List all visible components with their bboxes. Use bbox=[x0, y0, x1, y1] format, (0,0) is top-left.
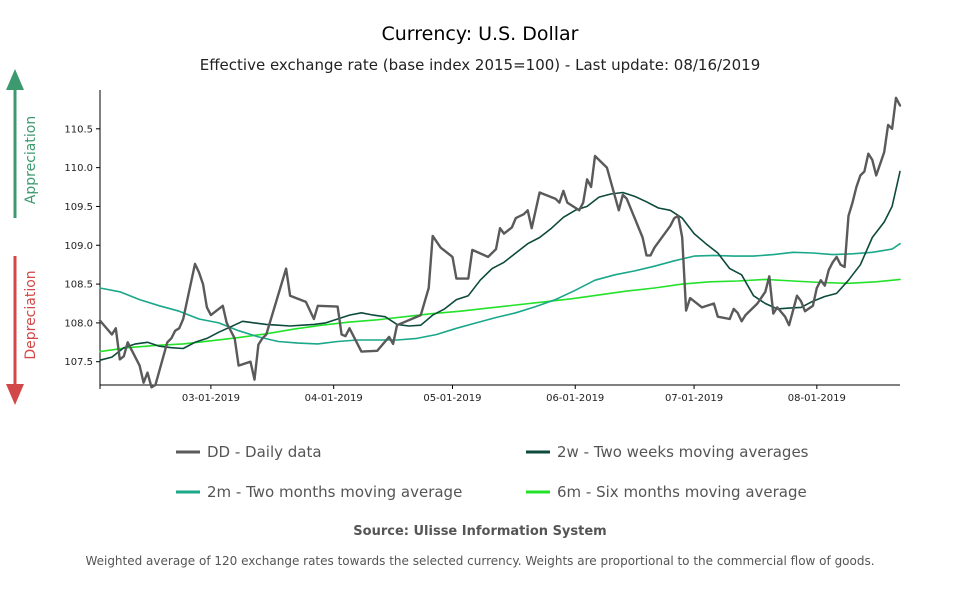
series-line-daily bbox=[98, 96, 902, 389]
legend: DD - Daily data 2w - Two weeks moving av… bbox=[176, 443, 809, 501]
x-tick-label: 07-01-2019 bbox=[665, 393, 723, 404]
depreciation-arrow-head bbox=[6, 384, 24, 405]
series-layer bbox=[98, 96, 902, 389]
y-tick-label: 107.5 bbox=[64, 357, 93, 368]
x-tick-label: 03-01-2019 bbox=[182, 393, 240, 404]
series-line-two-months bbox=[99, 242, 901, 345]
appreciation-label: Appreciation bbox=[23, 116, 39, 204]
legend-label-daily: DD - Daily data bbox=[207, 443, 322, 461]
chart-subtitle: Effective exchange rate (base index 2015… bbox=[200, 56, 761, 74]
appreciation-arrow-head bbox=[6, 69, 24, 90]
legend-label-six-months: 6m - Six months moving average bbox=[557, 483, 807, 501]
y-ticks: 107.5 108.0 108.5 109.0 109.5 110.0 110.5 bbox=[64, 124, 100, 368]
y-tick-label: 110.5 bbox=[64, 124, 93, 135]
x-tick-label: 08-01-2019 bbox=[788, 393, 846, 404]
y-tick-label: 109.0 bbox=[64, 241, 93, 252]
appreciation-arrow bbox=[6, 69, 24, 218]
depreciation-arrow bbox=[6, 256, 24, 405]
x-tick-label: 05-01-2019 bbox=[423, 393, 481, 404]
legend-label-two-months: 2m - Two months moving average bbox=[207, 483, 462, 501]
depreciation-label: Depreciation bbox=[23, 270, 39, 359]
legend-item-two-months[interactable]: 2m - Two months moving average bbox=[176, 483, 462, 501]
y-tick-label: 108.5 bbox=[64, 280, 93, 291]
footnote-text: Weighted average of 120 exchange rates t… bbox=[85, 554, 874, 568]
y-tick-label: 110.0 bbox=[64, 163, 93, 174]
y-tick-label: 108.0 bbox=[64, 318, 93, 329]
series-line-six-months bbox=[99, 278, 901, 353]
legend-label-two-weeks: 2w - Two weeks moving averages bbox=[557, 443, 809, 461]
series-line-two-weeks bbox=[99, 170, 901, 361]
legend-item-daily[interactable]: DD - Daily data bbox=[176, 443, 322, 461]
y-tick-label: 109.5 bbox=[64, 202, 93, 213]
x-ticks: 03-01-2019 04-01-2019 05-01-2019 06-01-2019… bbox=[99, 385, 846, 404]
source-text: Source: Ulisse Information System bbox=[353, 524, 606, 539]
x-tick-label: 06-01-2019 bbox=[546, 393, 604, 404]
legend-item-six-months[interactable]: 6m - Six months moving average bbox=[526, 483, 807, 501]
x-tick-label: 04-01-2019 bbox=[305, 393, 363, 404]
chart-title: Currency: U.S. Dollar bbox=[381, 23, 578, 45]
legend-item-two-weeks[interactable]: 2w - Two weeks moving averages bbox=[526, 443, 809, 461]
